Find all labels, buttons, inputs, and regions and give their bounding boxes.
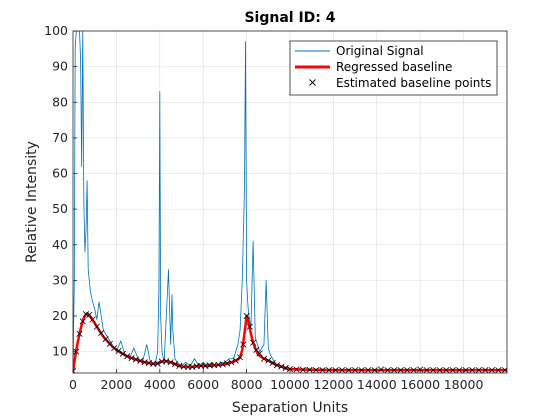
baseline-point-marker — [115, 347, 122, 354]
baseline-point-marker — [124, 353, 131, 360]
baseline-point-marker — [184, 363, 192, 371]
baseline-point-marker — [410, 367, 417, 373]
x-tick-label: 8000 — [231, 377, 263, 392]
x-tick-label: 16000 — [400, 377, 440, 392]
baseline-point-marker — [278, 363, 285, 370]
baseline-point-marker — [73, 368, 77, 373]
baseline-point-marker — [76, 330, 83, 337]
x-tick-label: 0 — [69, 377, 77, 392]
baseline-point-marker — [299, 366, 307, 373]
baseline-point-marker — [89, 316, 96, 323]
legend-swatch-baseline-points — [309, 79, 316, 86]
legend-label-regressed-baseline: Regressed baseline — [336, 60, 452, 74]
baseline-point-marker — [475, 367, 482, 373]
baseline-point-marker — [93, 323, 100, 330]
tick-marks — [72, 30, 465, 373]
baseline-point-marker — [482, 367, 489, 373]
baseline-point-marker — [250, 339, 257, 346]
baseline-point-marker — [269, 359, 276, 367]
baseline-point-marker — [384, 367, 391, 373]
baseline-point-marker — [111, 344, 118, 352]
baseline-point-marker — [325, 367, 333, 373]
baseline-point-marker — [365, 367, 372, 373]
plot-area — [73, 31, 507, 373]
baseline-point-marker — [443, 367, 450, 373]
baseline-point-marker — [246, 323, 253, 330]
baseline-point-marker — [456, 367, 463, 373]
legend-label-baseline-points: Estimated baseline points — [336, 76, 491, 90]
baseline-point-marker — [293, 366, 300, 373]
baseline-point-marker — [128, 354, 135, 362]
baseline-point-marker — [171, 361, 179, 368]
baseline-point-marker — [228, 359, 235, 366]
baseline-point-marker — [265, 357, 272, 364]
x-tick-label: 6000 — [187, 377, 219, 392]
baseline-point-marker — [132, 356, 140, 363]
y-tick-label: 90 — [52, 59, 68, 74]
baseline-point-marker — [86, 311, 93, 319]
baseline-point-marker — [449, 367, 456, 373]
baseline-point-marker — [273, 362, 281, 369]
x-axis-label: Separation Units — [232, 400, 348, 416]
baseline-point-marker — [137, 357, 144, 364]
baseline-point-marker — [358, 367, 365, 373]
baseline-point-marker — [98, 330, 105, 337]
baseline-point-marker — [256, 350, 263, 357]
baseline-point-marker — [260, 355, 268, 362]
y-tick-label: 20 — [52, 308, 68, 323]
y-tick-label: 80 — [52, 94, 68, 109]
baseline-point-marker — [469, 367, 476, 373]
baseline-point-marker — [232, 357, 239, 364]
y-tick-label: 100 — [44, 23, 68, 38]
baseline-point-marker — [345, 367, 352, 373]
baseline-point-marker — [378, 366, 385, 373]
baseline-point-marker — [167, 359, 174, 366]
legend: Original Signal Regressed baseline Estim… — [289, 40, 498, 96]
baseline-point-marker — [312, 367, 320, 373]
baseline-point-marker — [243, 312, 250, 320]
baseline-point-marker — [154, 360, 161, 367]
baseline-point-marker — [495, 367, 502, 373]
y-tick-label: 30 — [52, 272, 68, 287]
baseline-point-marker — [306, 366, 313, 373]
baseline-point-marker — [240, 341, 247, 348]
x-tick-label: 4000 — [144, 377, 176, 392]
baseline-point-marker — [319, 367, 326, 373]
baseline-point-marker — [352, 367, 359, 373]
y-tick-label: 70 — [52, 130, 68, 145]
x-tick-labels: 0 2000 4000 6000 8000 10000 12000 14000 16000 180… — [69, 377, 484, 392]
x-tick-label: 14000 — [357, 377, 397, 392]
baseline-point-marker — [197, 362, 205, 369]
y-tick-label: 50 — [52, 201, 68, 216]
baseline-point-marker — [397, 367, 404, 373]
y-tick-label: 40 — [52, 237, 68, 252]
baseline-point-marker — [237, 354, 244, 361]
x-tick-label: 2000 — [100, 377, 132, 392]
baseline-point-marker — [430, 367, 437, 373]
baseline-point-marker — [436, 367, 443, 373]
x-tick-label: 12000 — [314, 377, 354, 392]
baseline-point-marker — [404, 367, 411, 373]
y-axis-label: Relative Intensity — [24, 141, 40, 263]
baseline-point-marker — [119, 350, 126, 357]
x-tick-label: 18000 — [444, 377, 484, 392]
legend-label-original-signal: Original Signal — [336, 44, 424, 58]
y-tick-labels: 10 20 30 40 50 60 70 80 90 100 — [44, 23, 68, 359]
x-tick-label: 10000 — [270, 377, 310, 392]
baseline-point-marker — [150, 360, 157, 367]
chart-title: Signal ID: 4 — [244, 10, 335, 26]
baseline-point-marker — [423, 367, 430, 373]
baseline-point-marker — [488, 367, 495, 373]
y-tick-label: 60 — [52, 166, 68, 181]
y-tick-label: 10 — [52, 344, 68, 359]
baseline-point-marker — [338, 367, 346, 373]
baseline-point-marker — [391, 367, 398, 373]
baseline-point-marker — [79, 318, 86, 325]
